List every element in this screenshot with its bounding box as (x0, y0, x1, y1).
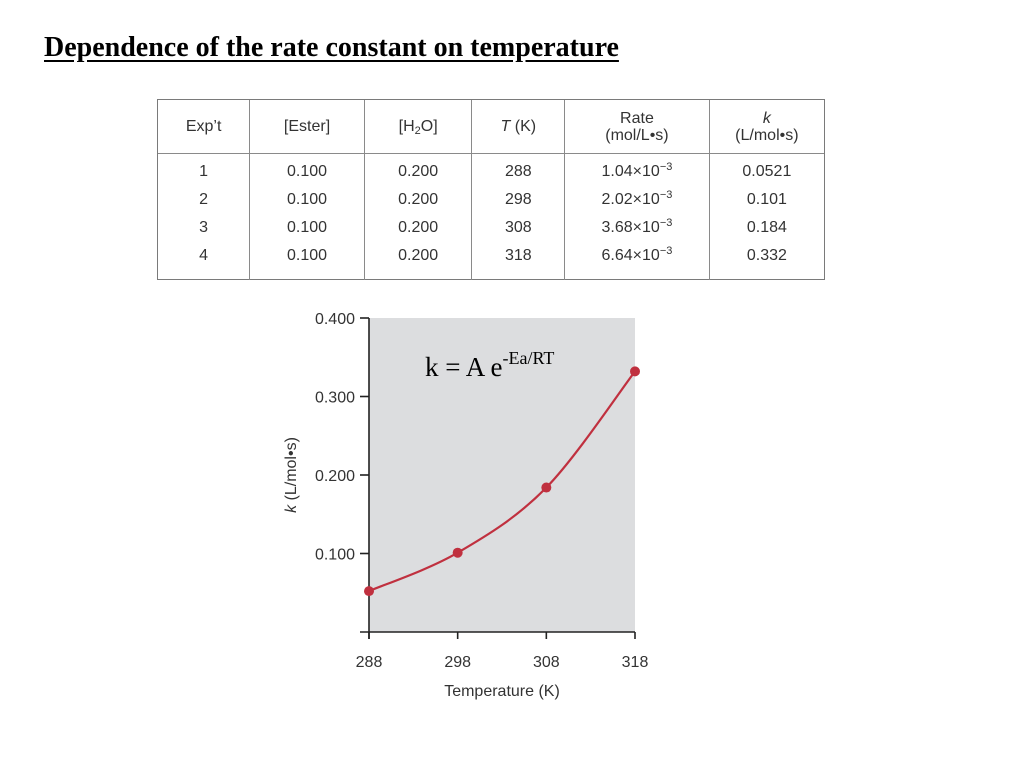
x-tick-label: 318 (622, 654, 649, 671)
y-tick-label: 0.400 (315, 311, 355, 328)
header-k: k (L/mol•s) (708, 100, 824, 154)
x-tick-label: 308 (533, 654, 560, 671)
data-point (364, 586, 374, 597)
data-point (541, 482, 552, 493)
cell-ester: 0.100 (249, 153, 365, 186)
cell-rate-mantissa: 6.64×10 (601, 247, 660, 264)
header-rate: Rate (mol/L•s) (564, 100, 710, 154)
table-row: 2 0.100 0.200 298 2.02×10−3 0.101 (158, 186, 824, 214)
equation-exponent: -Ea/RT (502, 348, 555, 368)
cell-temperature: 318 (471, 242, 565, 280)
arrhenius-equation: k = A e-Ea/RT (425, 349, 554, 383)
cell-ester: 0.100 (249, 186, 365, 214)
header-h2o-sub: 2 (414, 125, 421, 137)
cell-rate: 6.64×10−3 (564, 242, 710, 280)
data-table: Exp’t [Ester] [H2O] T (K) Rate (mol/L•s) … (158, 100, 824, 280)
cell-rate-exponent: −3 (659, 217, 673, 229)
header-temperature: T (K) (471, 100, 565, 154)
table-row: 4 0.100 0.200 318 6.64×10−3 0.332 (158, 242, 824, 280)
cell-rate-exponent: −3 (659, 245, 673, 257)
equation-base: k = A e (425, 352, 503, 382)
y-tick-label: 0.300 (315, 390, 355, 407)
cell-rate-mantissa: 1.04×10 (601, 163, 660, 180)
cell-exp: 2 (199, 191, 209, 208)
ticks: 0.100 0.200 0.300 0.400 288 298 308 318 (315, 311, 648, 671)
cell-k: 0.0521 (708, 153, 824, 186)
cell-k: 0.332 (708, 242, 824, 280)
y-tick-label: 0.100 (315, 547, 355, 564)
header-temp-symbol: T (500, 118, 511, 135)
header-rate-line1: Rate (620, 109, 654, 127)
header-rate-line2: (mol/L•s) (605, 126, 669, 144)
cell-rate: 2.02×10−3 (564, 186, 710, 214)
x-axis-label: Temperature (K) (444, 683, 560, 700)
y-axis-label-unit: (L/mol•s) (283, 437, 300, 505)
cell-ester: 0.100 (249, 214, 365, 242)
cell-ester: 0.100 (249, 242, 365, 280)
header-ester: [Ester] (249, 100, 365, 154)
rate-constant-chart: 0.100 0.200 0.300 0.400 288 298 308 318 Tempera… (283, 311, 648, 700)
cell-h2o: 0.200 (363, 214, 472, 242)
cell-k: 0.184 (708, 214, 824, 242)
cell-rate-exponent: −3 (659, 189, 673, 201)
plot-area (369, 318, 635, 632)
cell-rate: 3.68×10−3 (564, 214, 710, 242)
cell-exp: 3 (199, 219, 209, 236)
header-temp-unit: (K) (510, 118, 537, 135)
cell-h2o: 0.200 (363, 186, 472, 214)
cell-h2o: 0.200 (363, 242, 472, 280)
cell-h2o: 0.200 (363, 153, 472, 186)
header-k-line1: k (762, 109, 771, 127)
header-h2o-post: O] (420, 118, 438, 135)
x-tick-label: 288 (356, 654, 383, 671)
cell-temperature: 308 (471, 214, 565, 242)
data-points (364, 366, 640, 597)
header-exp: Exp’t (158, 100, 250, 154)
cell-temperature: 288 (471, 153, 565, 186)
cell-exp: 1 (199, 163, 209, 180)
axes (360, 318, 635, 639)
header-h2o-pre: [H (398, 118, 415, 135)
cell-rate-mantissa: 2.02×10 (601, 191, 660, 208)
header-h2o: [H2O] (363, 100, 472, 154)
rate-data-table: Exp’t [Ester] [H2O] T (K) Rate (mol/L•s) … (157, 99, 825, 280)
y-axis-label-symbol: k (283, 504, 300, 513)
series-line (368, 370, 636, 593)
y-tick-label: 0.200 (315, 468, 355, 485)
x-tick-label: 298 (444, 654, 471, 671)
table-body: 1 0.100 0.200 288 1.04×10−3 0.0521 2 0.1… (158, 153, 824, 280)
cell-k: 0.101 (708, 186, 824, 214)
table-header-row: Exp’t [Ester] [H2O] T (K) Rate (mol/L•s) … (158, 100, 824, 154)
table-row: 1 0.100 0.200 288 1.04×10−3 0.0521 (158, 153, 824, 186)
cell-temperature: 298 (471, 186, 565, 214)
table-row: 3 0.100 0.200 308 3.68×10−3 0.184 (158, 214, 824, 242)
data-point (452, 547, 463, 558)
y-axis-label: k (L/mol•s) (283, 437, 300, 513)
header-k-line2: (L/mol•s) (735, 126, 799, 144)
cell-rate-exponent: −3 (659, 161, 673, 173)
cell-rate-mantissa: 3.68×10 (601, 219, 660, 236)
slide-title: Dependence of the rate constant on tempe… (44, 32, 619, 63)
cell-rate: 1.04×10−3 (564, 153, 710, 186)
data-point (630, 366, 640, 377)
cell-exp: 4 (199, 247, 209, 264)
